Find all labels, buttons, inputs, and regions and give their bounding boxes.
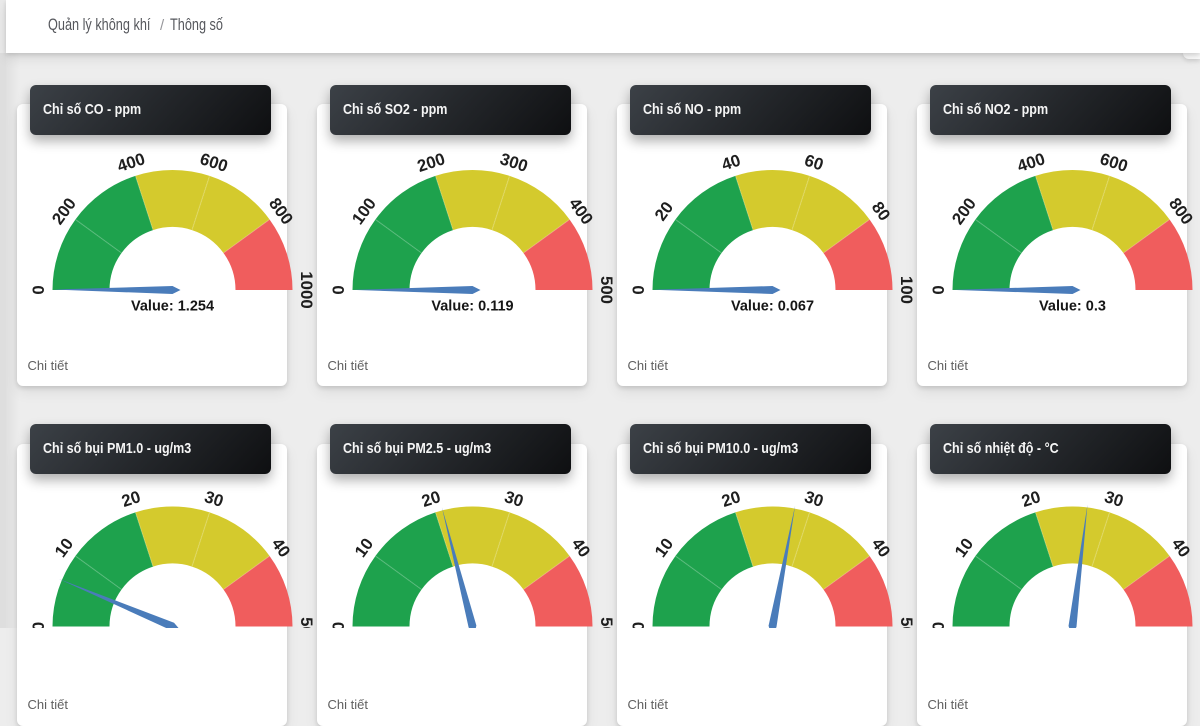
svg-text:50: 50 — [597, 617, 616, 628]
svg-text:50: 50 — [297, 617, 316, 628]
svg-text:100: 100 — [897, 276, 916, 304]
svg-text:500: 500 — [597, 276, 616, 304]
svg-text:50: 50 — [897, 617, 916, 628]
svg-text:1000: 1000 — [297, 271, 316, 308]
